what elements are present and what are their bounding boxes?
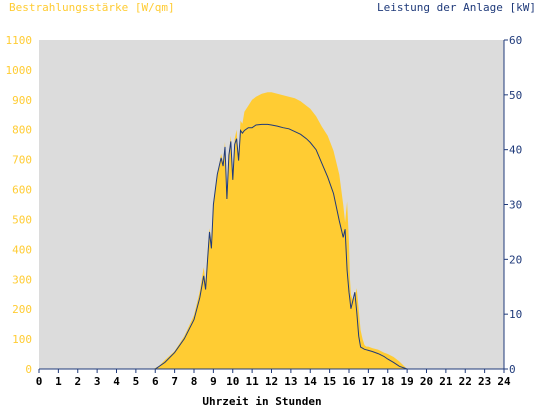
left-tick-label: 900	[12, 94, 32, 107]
left-tick-label: 800	[12, 124, 32, 137]
x-tick-label: 1	[55, 375, 62, 388]
x-tick-label: 9	[210, 375, 217, 388]
x-tick-label: 3	[94, 375, 101, 388]
left-axis-title: Bestrahlungsstärke [W/qm]	[9, 1, 175, 14]
right-tick-label: 50	[509, 89, 522, 102]
x-tick-label: 20	[420, 375, 433, 388]
left-tick-label: 500	[12, 213, 32, 226]
x-axis-title: Uhrzeit in Stunden	[202, 395, 321, 408]
power-line-series	[39, 123, 504, 370]
x-tick-label: 5	[133, 375, 140, 388]
x-tick-label: 15	[323, 375, 336, 388]
x-tick-label: 4	[113, 375, 120, 388]
x-axis-ticks: 0 1 2 3 4 5 6 7 8 9 10 11 12 13 14 15 16 17 18 19 20 21 22 23 24	[36, 369, 511, 388]
right-tick-label: 40	[509, 144, 522, 157]
x-tick-label: 23	[478, 375, 491, 388]
x-tick-label: 11	[246, 375, 260, 388]
x-tick-label: 19	[401, 375, 414, 388]
left-tick-label: 300	[12, 273, 32, 286]
right-tick-label: 0	[509, 363, 516, 376]
left-tick-label: 0	[25, 363, 32, 376]
right-tick-label: 60	[509, 34, 522, 47]
right-tick-label: 30	[509, 199, 522, 212]
left-tick-label: 200	[12, 303, 32, 316]
x-tick-label: 13	[284, 375, 297, 388]
x-tick-label: 16	[342, 375, 356, 388]
irradiance-area-series	[39, 92, 504, 370]
right-tick-label: 20	[509, 253, 522, 266]
x-tick-label: 8	[191, 375, 198, 388]
x-tick-label: 24	[497, 375, 511, 388]
right-tick-label: 10	[509, 308, 522, 321]
x-tick-label: 18	[381, 375, 394, 388]
x-tick-label: 10	[226, 375, 239, 388]
x-tick-label: 12	[265, 375, 278, 388]
left-tick-label: 1100	[6, 34, 33, 47]
x-tick-label: 7	[171, 375, 178, 388]
left-axis-ticks: 0 100 200 300 400 500 600 700 800 900 1000 1100	[6, 34, 33, 376]
left-tick-label: 1000	[6, 64, 33, 77]
x-tick-label: 2	[74, 375, 81, 388]
x-tick-label: 14	[304, 375, 318, 388]
left-tick-label: 100	[12, 333, 32, 346]
x-tick-label: 0	[36, 375, 43, 388]
x-tick-label: 22	[459, 375, 472, 388]
x-tick-label: 17	[362, 375, 375, 388]
x-tick-label: 21	[439, 375, 453, 388]
right-axis-title: Leistung der Anlage [kW]	[377, 1, 536, 14]
left-tick-label: 700	[12, 154, 32, 167]
right-axis-ticks: 0 10 20 30 40 50 60	[504, 34, 522, 376]
left-tick-label: 400	[12, 243, 32, 256]
left-tick-label: 600	[12, 184, 32, 197]
x-tick-label: 6	[152, 375, 159, 388]
